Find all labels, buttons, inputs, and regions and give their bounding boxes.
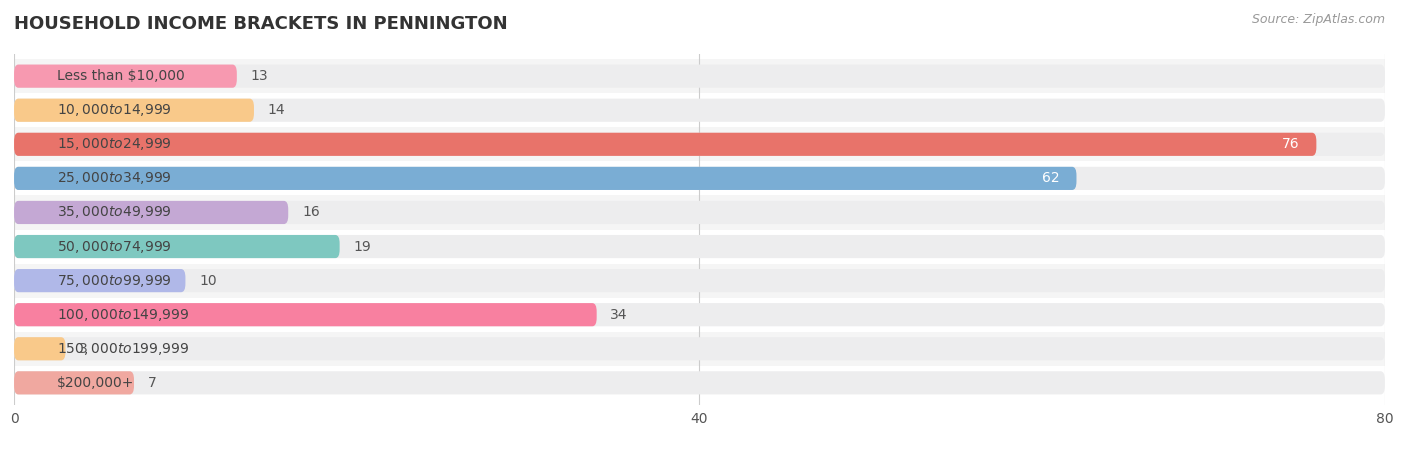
Text: 14: 14: [267, 103, 285, 117]
Text: 62: 62: [1042, 171, 1059, 185]
FancyBboxPatch shape: [14, 99, 1385, 122]
FancyBboxPatch shape: [14, 337, 66, 360]
Text: 10: 10: [200, 274, 217, 288]
Bar: [14, 264, 1385, 297]
FancyBboxPatch shape: [14, 133, 1385, 156]
Text: 16: 16: [302, 206, 319, 220]
FancyBboxPatch shape: [14, 371, 1385, 395]
FancyBboxPatch shape: [14, 64, 1385, 88]
Bar: [14, 93, 1385, 127]
Bar: [14, 162, 1385, 195]
Text: 13: 13: [250, 69, 269, 83]
FancyBboxPatch shape: [14, 99, 254, 122]
Text: $15,000 to $24,999: $15,000 to $24,999: [56, 136, 172, 152]
Text: $75,000 to $99,999: $75,000 to $99,999: [56, 273, 172, 288]
Bar: [14, 59, 1385, 93]
FancyBboxPatch shape: [14, 337, 1385, 360]
FancyBboxPatch shape: [14, 201, 1385, 224]
FancyBboxPatch shape: [14, 64, 236, 88]
Text: 7: 7: [148, 376, 156, 390]
Bar: [14, 297, 1385, 332]
Text: $25,000 to $34,999: $25,000 to $34,999: [56, 171, 172, 186]
Text: $150,000 to $199,999: $150,000 to $199,999: [56, 341, 190, 357]
Bar: [14, 195, 1385, 230]
Text: 19: 19: [353, 239, 371, 253]
Bar: [14, 230, 1385, 264]
FancyBboxPatch shape: [14, 235, 1385, 258]
FancyBboxPatch shape: [14, 201, 288, 224]
Bar: [14, 332, 1385, 366]
Text: $100,000 to $149,999: $100,000 to $149,999: [56, 307, 190, 323]
Text: $200,000+: $200,000+: [56, 376, 135, 390]
FancyBboxPatch shape: [14, 303, 1385, 326]
FancyBboxPatch shape: [14, 167, 1077, 190]
Bar: [14, 366, 1385, 400]
Text: 76: 76: [1282, 137, 1299, 151]
Text: 34: 34: [610, 308, 628, 322]
Bar: [14, 127, 1385, 162]
FancyBboxPatch shape: [14, 371, 134, 395]
Text: Less than $10,000: Less than $10,000: [56, 69, 184, 83]
FancyBboxPatch shape: [14, 269, 186, 292]
FancyBboxPatch shape: [14, 303, 596, 326]
FancyBboxPatch shape: [14, 167, 1385, 190]
FancyBboxPatch shape: [14, 133, 1316, 156]
Text: $35,000 to $49,999: $35,000 to $49,999: [56, 204, 172, 220]
Text: $10,000 to $14,999: $10,000 to $14,999: [56, 102, 172, 118]
FancyBboxPatch shape: [14, 235, 340, 258]
FancyBboxPatch shape: [14, 269, 1385, 292]
Text: Source: ZipAtlas.com: Source: ZipAtlas.com: [1251, 14, 1385, 27]
Text: HOUSEHOLD INCOME BRACKETS IN PENNINGTON: HOUSEHOLD INCOME BRACKETS IN PENNINGTON: [14, 15, 508, 33]
Text: $50,000 to $74,999: $50,000 to $74,999: [56, 238, 172, 255]
Text: 3: 3: [79, 342, 89, 356]
